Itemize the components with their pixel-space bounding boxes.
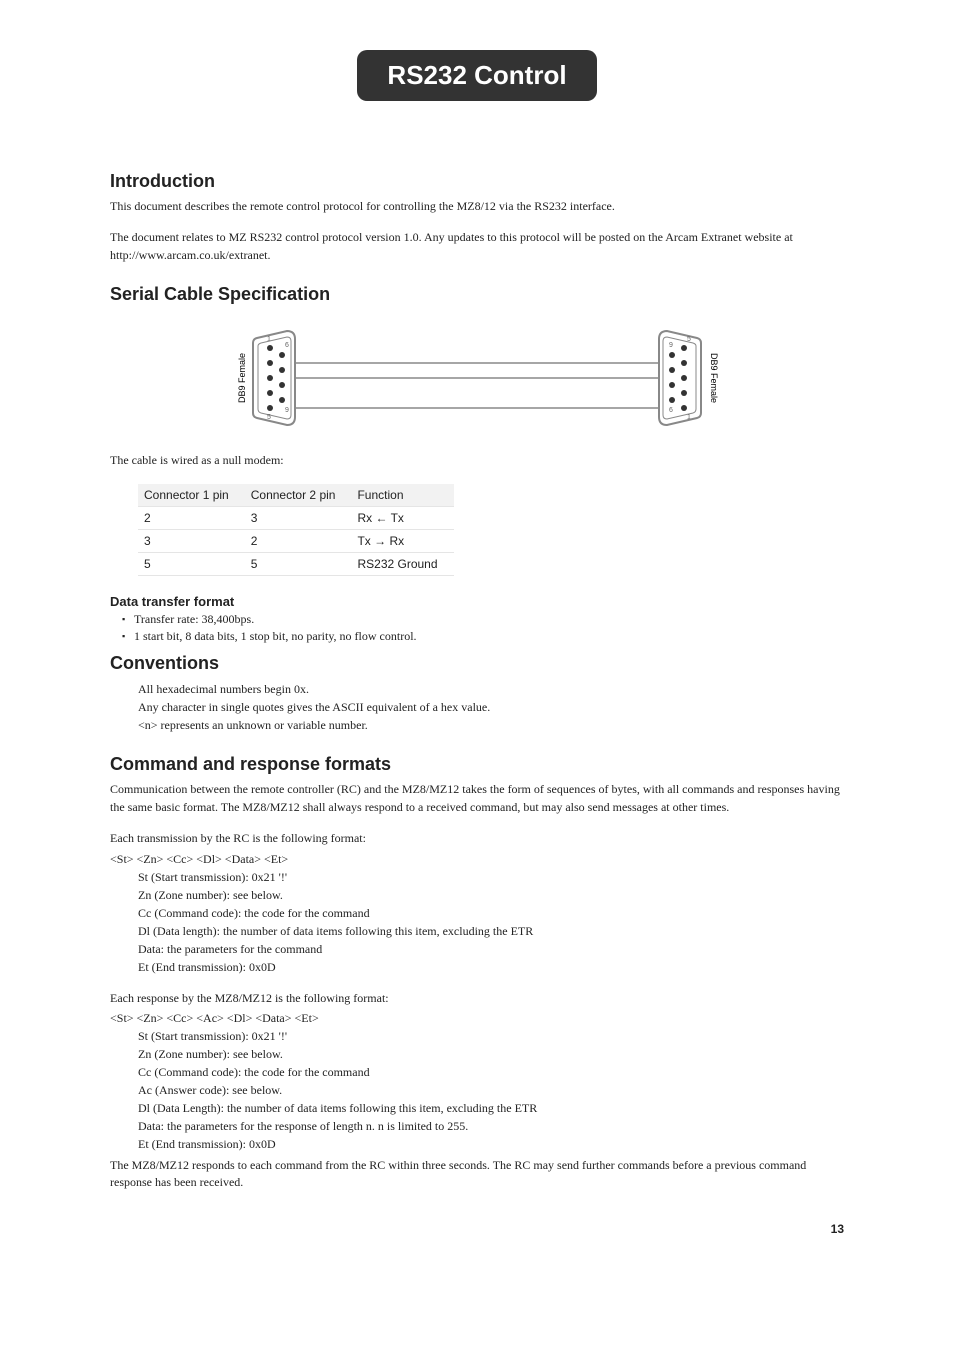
svg-text:5: 5 [267,414,271,421]
table-header: Function [351,484,453,507]
intro-paragraph-1: This document describes the remote contr… [110,198,844,215]
svg-text:5: 5 [687,336,691,343]
conventions-line: All hexadecimal numbers begin 0x. [138,680,844,698]
rc-format-line-item: Cc (Command code): the code for the comm… [138,904,844,922]
rc-format-line-item: Et (End transmission): 0x0D [138,958,844,976]
svg-text:6: 6 [669,407,673,414]
table-cell: 3 [245,506,352,529]
mz-format-intro: Each response by the MZ8/MZ12 is the fol… [110,990,844,1007]
svg-text:1: 1 [267,336,271,343]
mz-format-line-item: Cc (Command code): the code for the comm… [138,1063,844,1081]
svg-text:6: 6 [285,342,289,349]
conventions-block: All hexadecimal numbers begin 0x.Any cha… [110,680,844,734]
table-row: 55RS232 Ground [138,552,454,575]
rc-format-line-item: Dl (Data length): the number of data ite… [138,922,844,940]
mz-format-line-item: St (Start transmission): 0x21 '!' [138,1027,844,1045]
conventions-line: <n> represents an unknown or variable nu… [138,716,844,734]
table-cell: 2 [138,506,245,529]
right-connector-label: DB9 Female [709,353,719,403]
rc-format-intro: Each transmission by the RC is the follo… [110,830,844,847]
list-item: 1 start bit, 8 data bits, 1 stop bit, no… [122,628,844,645]
conventions-line: Any character in single quotes gives the… [138,698,844,716]
pin-table: Connector 1 pin Connector 2 pin Function… [138,484,454,576]
intro-paragraph-2: The document relates to MZ RS232 control… [110,229,844,264]
mz-format-line-item: Zn (Zone number): see below. [138,1045,844,1063]
rc-format-line-item: Zn (Zone number): see below. [138,886,844,904]
table-header: Connector 1 pin [138,484,245,507]
heading-introduction: Introduction [110,171,844,192]
cmdresp-footer: The MZ8/MZ12 responds to each command fr… [110,1157,844,1192]
table-cell: 5 [138,552,245,575]
rc-format-block: St (Start transmission): 0x21 '!'Zn (Zon… [110,868,844,976]
mz-format-line-item: Dl (Data Length): the number of data ite… [138,1099,844,1117]
table-cell: RS232 Ground [351,552,453,575]
svg-text:9: 9 [285,407,289,414]
mz-format-block: St (Start transmission): 0x21 '!'Zn (Zon… [110,1027,844,1153]
list-item: Transfer rate: 38,400bps. [122,611,844,628]
table-row: 32Tx → Rx [138,529,454,552]
table-cell: 2 [245,529,352,552]
table-cell: 3 [138,529,245,552]
rc-format-line-item: St (Start transmission): 0x21 '!' [138,868,844,886]
heading-command-response: Command and response formats [110,754,844,775]
mz-format-line-item: Et (End transmission): 0x0D [138,1135,844,1153]
left-connector-label: DB9 Female [237,353,247,403]
table-cell: 5 [245,552,352,575]
heading-data-transfer: Data transfer format [110,594,844,609]
mz-format-line-item: Data: the parameters for the response of… [138,1117,844,1135]
page-title-badge: RS232 Control [357,50,596,101]
table-cell: Tx → Rx [351,529,453,552]
svg-text:1: 1 [687,414,691,421]
rc-format-line-item: Data: the parameters for the command [138,940,844,958]
table-header: Connector 2 pin [245,484,352,507]
heading-serial-cable: Serial Cable Specification [110,284,844,305]
heading-conventions: Conventions [110,653,844,674]
cmdresp-intro: Communication between the remote control… [110,781,844,816]
mz-format-line-item: Ac (Answer code): see below. [138,1081,844,1099]
null-modem-text: The cable is wired as a null modem: [110,452,844,469]
serial-cable-diagram: DB9 Female 1 5 6 9 DB9 Female [110,323,844,438]
page-number: 13 [110,1222,844,1236]
mz-format-line: <St> <Zn> <Cc> <Ac> <Dl> <Data> <Et> [110,1009,844,1027]
table-row: 23Rx ← Tx [138,506,454,529]
table-cell: Rx ← Tx [351,506,453,529]
rc-format-line: <St> <Zn> <Cc> <Dl> <Data> <Et> [110,850,844,868]
svg-text:9: 9 [669,342,673,349]
data-transfer-list: Transfer rate: 38,400bps.1 start bit, 8 … [110,611,844,646]
